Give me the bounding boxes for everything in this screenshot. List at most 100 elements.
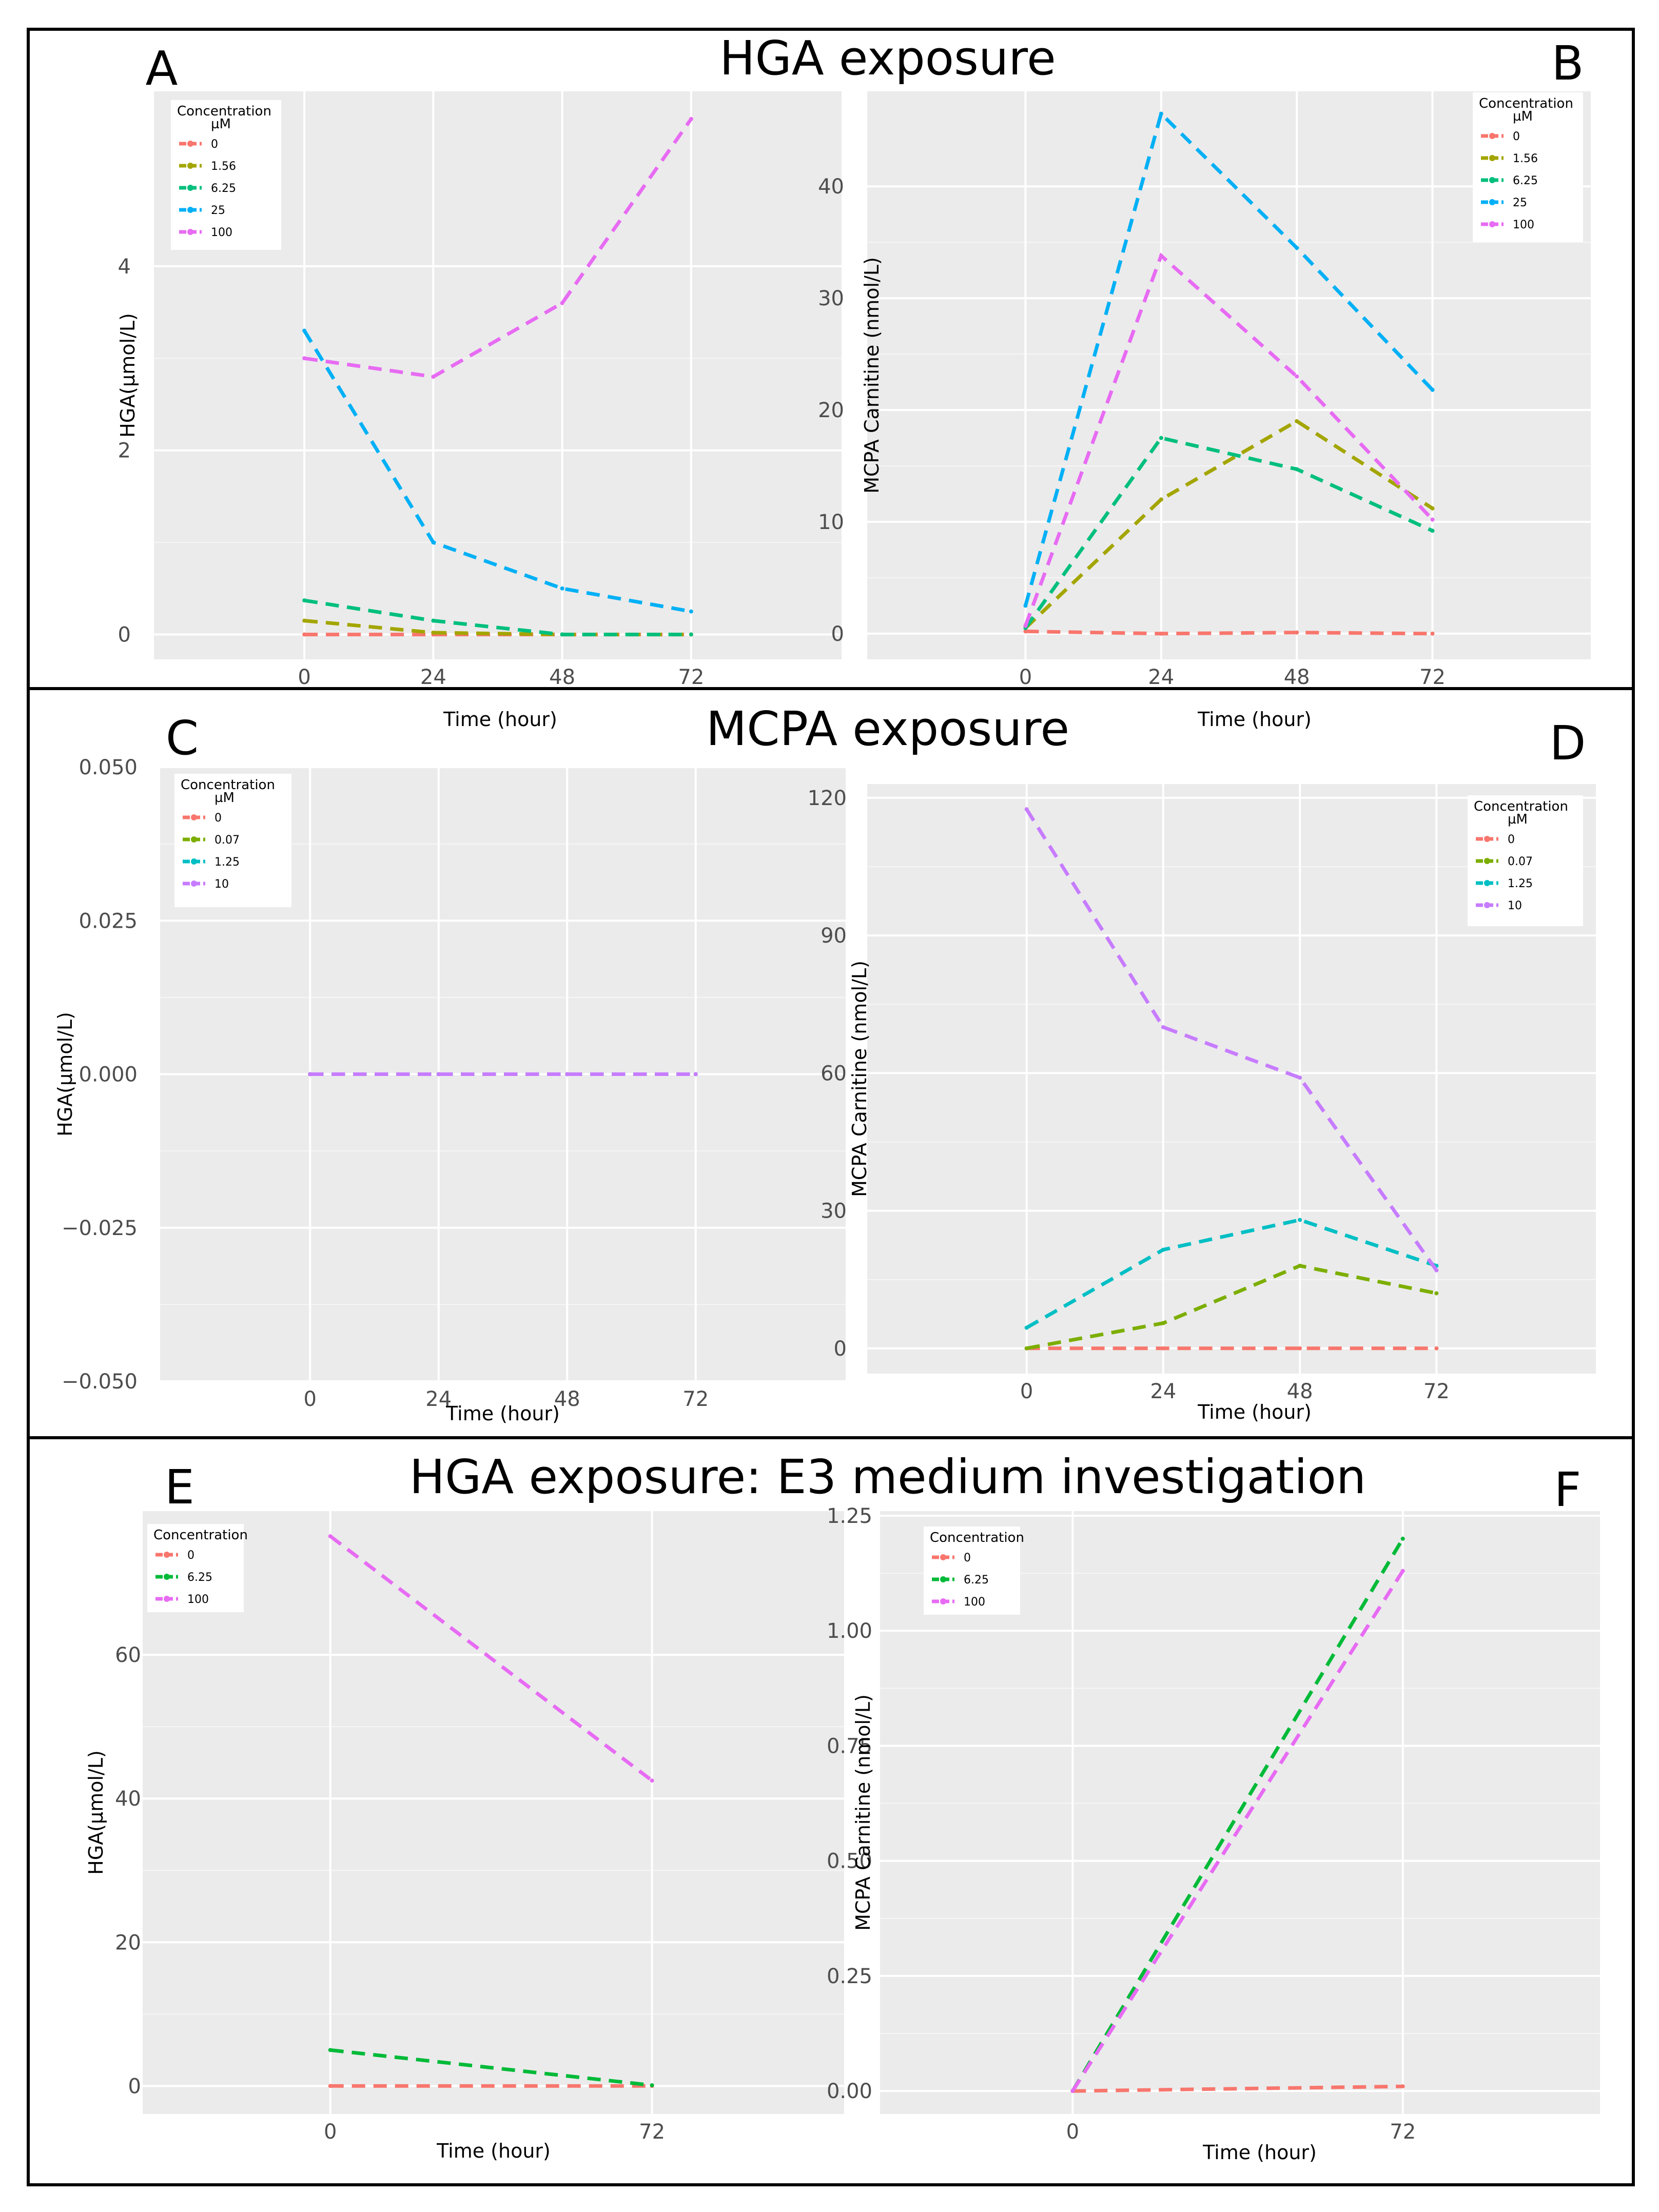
- panel-b-x-tick-label: 48: [1284, 665, 1310, 689]
- panel-a-data-point: [302, 632, 307, 637]
- panel-d-y-tick-label: 0: [834, 1337, 847, 1361]
- panel-e-y-tick-label: 0: [128, 2074, 141, 2098]
- panel-b-data-point: [1159, 497, 1163, 502]
- panel-a-legend-unit: µM: [211, 116, 231, 132]
- panel-f-letter: F: [1554, 1462, 1582, 1517]
- panel-a-letter: A: [146, 41, 178, 96]
- panel-b-data-point: [1159, 436, 1163, 440]
- panel-c-legend-key-point: [191, 836, 197, 843]
- panel-a-data-point: [302, 328, 307, 333]
- panel-b-legend-label: 100: [1513, 219, 1534, 231]
- panel-f-legend: Concentration 0 6.25 100: [924, 1526, 1024, 1615]
- panel-f-y-tick-label: 0.00: [827, 2080, 872, 2103]
- panel-d-y-tick-label: 30: [821, 1200, 847, 1223]
- panel-a-legend-key-point: [187, 163, 193, 169]
- panel-f-legend-label: 100: [964, 1596, 985, 1609]
- panel-f-x-tick-label: 0: [1066, 2120, 1079, 2144]
- panel-b-y-tick-label: 0: [831, 622, 844, 646]
- panel-a-x-tick-label: 24: [420, 665, 446, 689]
- panel-b-legend-box: [1473, 92, 1583, 242]
- panel-c-y-tick-label: 0.000: [79, 1063, 138, 1087]
- panel-c-y-tick-label: 0.025: [79, 909, 138, 933]
- panel-b-series-100-line: [1024, 252, 1434, 627]
- panel-f-data-point: [1400, 2084, 1405, 2089]
- panel-a-series-6-25-line: [304, 598, 691, 637]
- panel-e-y-tick-label: 40: [115, 1787, 141, 1811]
- panel-e-y-tick-label: 60: [115, 1643, 141, 1667]
- panel-b-series-6-25-line: [1024, 436, 1434, 630]
- panel-d-series-10-line: [1025, 808, 1438, 1271]
- panel-a-data-point: [431, 540, 436, 545]
- panel-d-series-1-25-line: [1025, 1218, 1437, 1329]
- panel-c-legend-key-point: [191, 880, 197, 887]
- panel-d-x-tick-label: 72: [1423, 1380, 1450, 1403]
- panel-b-legend-key-point: [1489, 177, 1495, 183]
- panel-b-legend-key-point: [1489, 133, 1495, 139]
- panel-a-data-point: [431, 375, 436, 379]
- panel-c-letter: C: [166, 711, 199, 766]
- panel-d-legend-key-point: [1484, 880, 1490, 886]
- panel-e-y-axis-title: HGA(µmol/L): [85, 1750, 107, 1875]
- panel-d-legend-label: 10: [1508, 899, 1522, 912]
- panel-b-data-point: [1430, 387, 1435, 392]
- panel-d-chart: D 0 30 60 90 120 0 24 48 72 Time (hour) MCPA Carnit…: [808, 716, 1596, 1423]
- panel-c-legend-label: 0.07: [214, 834, 240, 847]
- panel-c-legend-label: 10: [214, 878, 229, 891]
- panel-a-data-point: [431, 630, 436, 635]
- panel-c-data-point: [436, 1072, 441, 1076]
- panel-c-x-axis-title: Time (hour): [445, 1402, 560, 1425]
- panel-d-y-axis-title: MCPA Carnitine (nmol/L): [848, 961, 871, 1197]
- panel-c-chart: C −0.050 −0.025 0.000 0.025 0.050 0 24 48 72 Time …: [54, 711, 846, 1425]
- panel-d-letter: D: [1550, 716, 1586, 771]
- panel-f-y-axis-title: MCPA Carnitine (nmol/L): [852, 1694, 874, 1931]
- panel-b-data-point: [1430, 506, 1435, 511]
- panel-f-legend-label: 6.25: [964, 1574, 989, 1587]
- panel-a-data-point: [689, 632, 693, 637]
- panel-d-data-point: [1024, 807, 1029, 812]
- panel-a-legend-label: 100: [211, 226, 232, 239]
- panel-b-data-point: [1295, 419, 1299, 423]
- panel-f-y-tick-label: 0.75: [827, 1734, 872, 1758]
- panel-c-y-tick-label: −0.025: [62, 1217, 138, 1240]
- panel-c-x-tick-label: 0: [304, 1387, 317, 1411]
- panel-d-data-point: [1161, 1247, 1165, 1252]
- panel-d-y-tick-label: 60: [821, 1062, 847, 1085]
- panel-d-data-point: [1024, 1346, 1029, 1350]
- panel-f-x-tick-label: 72: [1390, 2120, 1416, 2144]
- panel-b-data-point: [1023, 629, 1028, 634]
- panel-a-x-axis-title: Time (hour): [443, 708, 557, 731]
- panel-b-data-point: [1430, 517, 1435, 522]
- panel-e-series-6-25-line: [330, 2048, 652, 2087]
- panel-b-data-point: [1159, 631, 1163, 636]
- panel-b-y-tick-label: 10: [818, 511, 844, 534]
- panel-e-data-point: [328, 1534, 333, 1539]
- panel-b-data-point: [1023, 603, 1028, 608]
- panel-f-y-tick-label: 1.00: [827, 1619, 872, 1643]
- panel-f-data-point: [1400, 1536, 1405, 1541]
- panel-b-data-point: [1023, 623, 1028, 628]
- panel-d-data-point: [1298, 1263, 1302, 1268]
- panel-a-legend-box: [171, 100, 281, 250]
- panel-b-data-point: [1159, 253, 1163, 258]
- panel-a-data-point: [689, 116, 693, 121]
- panel-c-data-point: [308, 1072, 313, 1076]
- panel-d-data-point: [1434, 1268, 1439, 1273]
- panel-c-legend-key-point: [191, 858, 197, 865]
- panel-a-y-tick-label: 2: [118, 439, 131, 463]
- panel-d-x-tick-label: 24: [1150, 1380, 1176, 1403]
- panel-e-x-tick-label: 0: [324, 2120, 337, 2144]
- panel-e-plot-background: [143, 1511, 844, 2114]
- panel-b-series-1-56-line: [1024, 419, 1434, 630]
- panel-b-y-tick-label: 40: [818, 175, 844, 199]
- panel-b-legend-label: 6.25: [1513, 174, 1538, 187]
- panel-a-data-point: [302, 618, 307, 623]
- panel-e-x-tick-label: 72: [639, 2120, 665, 2144]
- panel-a-data-point: [302, 356, 307, 361]
- panel-f-x-axis-title: Time (hour): [1202, 2141, 1317, 2164]
- panel-f-legend-key-point: [940, 1554, 946, 1560]
- panel-b-data-point: [1295, 467, 1299, 472]
- panel-c-x-tick-label: 24: [425, 1387, 452, 1411]
- panel-d-data-point: [1161, 1321, 1165, 1325]
